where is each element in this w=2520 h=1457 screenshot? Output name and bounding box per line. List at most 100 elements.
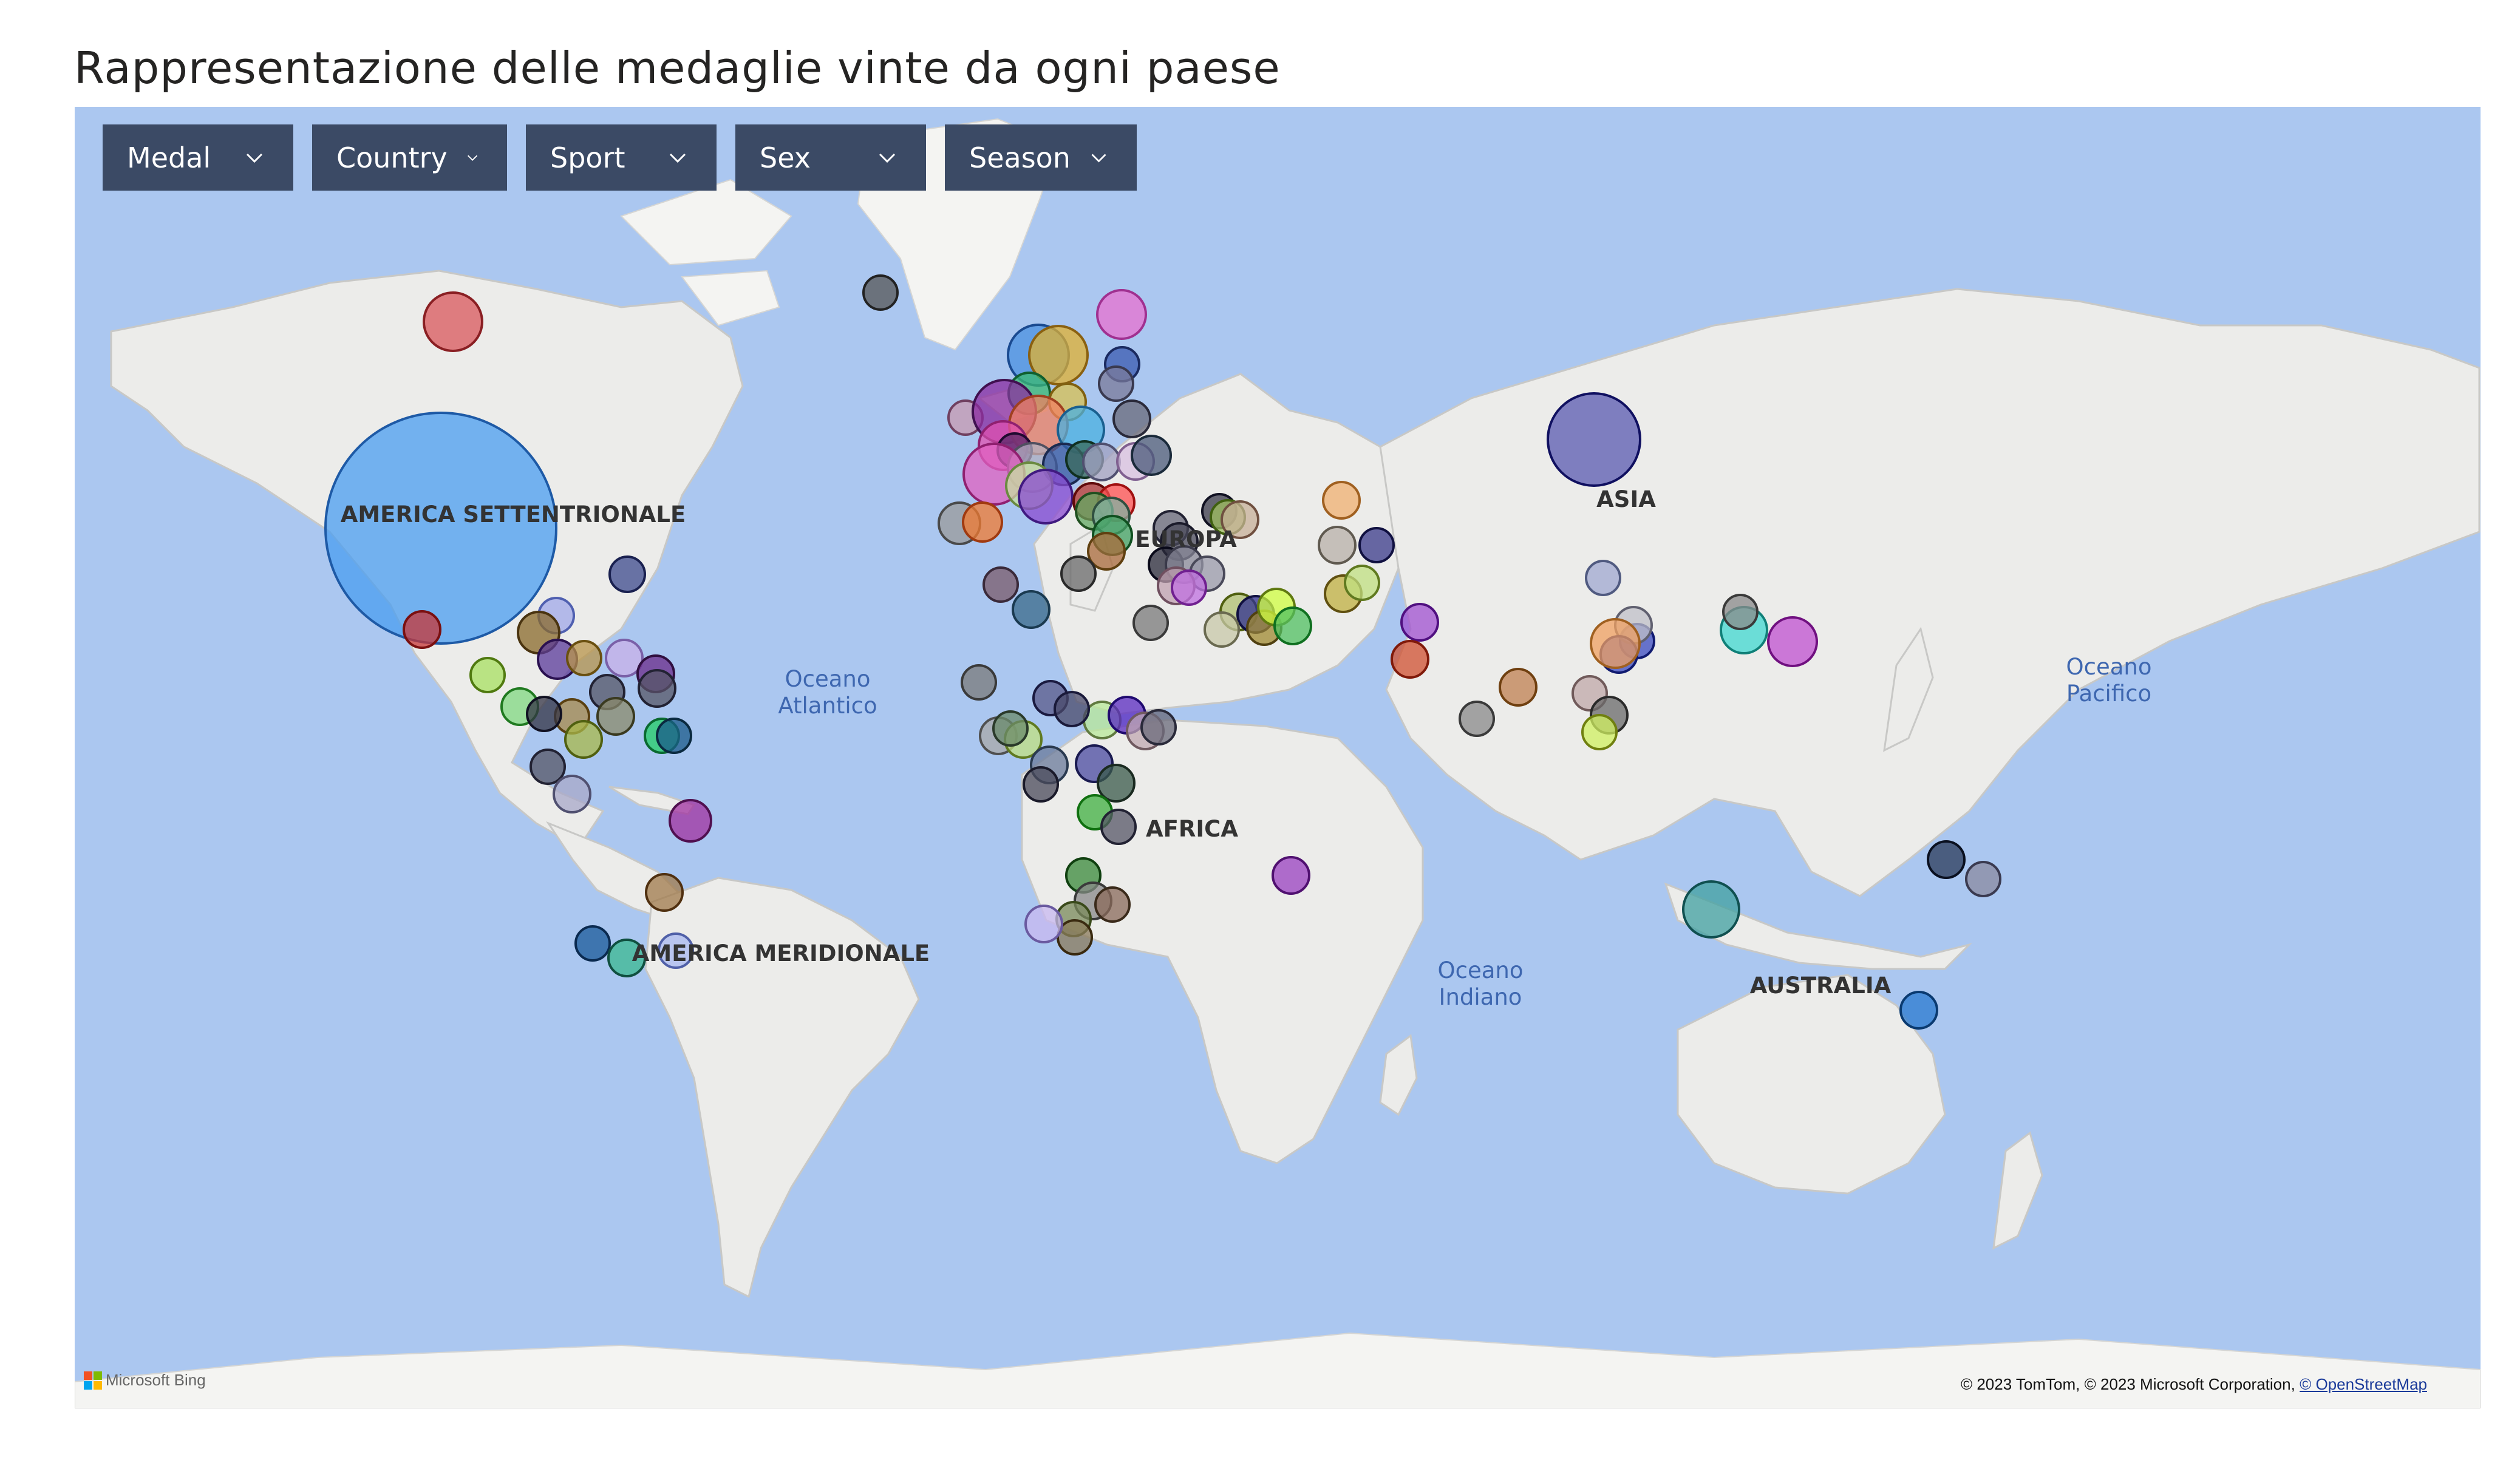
- country-medal-bubble[interactable]: [1318, 526, 1357, 565]
- country-medal-bubble[interactable]: [1391, 640, 1429, 679]
- chevron-down-icon: [1091, 154, 1106, 162]
- country-medal-bubble[interactable]: [1087, 532, 1126, 571]
- label-north-america: AMERICA SETTENTRIONALE: [340, 501, 686, 528]
- country-medal-bubble[interactable]: [1060, 555, 1097, 592]
- country-medal-bubble[interactable]: [961, 664, 997, 701]
- filter-medal-label: Medal: [127, 141, 211, 174]
- country-medal-bubble[interactable]: [1358, 527, 1395, 563]
- country-medal-bubble[interactable]: [1927, 840, 1966, 879]
- country-medal-bubble[interactable]: [862, 274, 899, 311]
- country-medal-bubble[interactable]: [403, 610, 441, 649]
- filter-country-dropdown[interactable]: Country: [312, 124, 507, 191]
- country-medal-bubble[interactable]: [1100, 809, 1137, 845]
- country-medal-bubble[interactable]: [526, 696, 562, 732]
- country-medal-bubble[interactable]: [574, 925, 611, 962]
- country-medal-bubble[interactable]: [1012, 590, 1051, 629]
- country-medal-bubble[interactable]: [553, 775, 591, 813]
- country-medal-bubble[interactable]: [564, 720, 603, 759]
- label-south-america: AMERICA MERIDIONALE: [632, 940, 930, 966]
- country-medal-bubble[interactable]: [1400, 603, 1439, 642]
- filter-sex-dropdown[interactable]: Sex: [735, 124, 926, 191]
- country-medal-bubble[interactable]: [1899, 991, 1938, 1030]
- map-copyright: © 2023 TomTom, © 2023 Microsoft Corporat…: [1961, 1375, 2427, 1394]
- country-medal-bubble[interactable]: [656, 718, 692, 754]
- country-medal-bubble[interactable]: [1023, 766, 1059, 803]
- page-title: Rappresentazione delle medaglie vinte da…: [74, 42, 1281, 93]
- country-medal-bubble[interactable]: [1322, 481, 1361, 520]
- country-medal-bubble[interactable]: [1054, 691, 1090, 727]
- country-medal-bubble[interactable]: [1028, 325, 1089, 385]
- country-medal-bubble[interactable]: [1221, 500, 1259, 539]
- label-europe: EUROPA: [1135, 526, 1237, 552]
- country-medal-bubble[interactable]: [962, 501, 1003, 543]
- country-medal-bubble[interactable]: [423, 291, 483, 352]
- country-medal-bubble[interactable]: [1965, 861, 2001, 897]
- country-medal-bubble[interactable]: [1171, 569, 1207, 606]
- microsoft-logo-icon: [84, 1371, 102, 1390]
- filter-season-dropdown[interactable]: Season: [945, 124, 1137, 191]
- country-medal-bubble[interactable]: [658, 932, 694, 969]
- label-pacific-ocean: Oceano Pacifico: [2066, 654, 2152, 707]
- filter-sport-label: Sport: [550, 141, 625, 174]
- country-medal-bubble[interactable]: [1097, 764, 1136, 803]
- country-medal-bubble[interactable]: [1024, 905, 1063, 943]
- label-asia: ASIA: [1596, 486, 1656, 512]
- filter-medal-dropdown[interactable]: Medal: [103, 124, 293, 191]
- country-medal-bubble[interactable]: [324, 412, 557, 645]
- country-medal-bubble[interactable]: [1581, 714, 1618, 750]
- south-america-land: [644, 877, 920, 1299]
- country-medal-bubble[interactable]: [669, 799, 712, 843]
- country-medal-bubble[interactable]: [1499, 668, 1538, 707]
- country-medal-bubble[interactable]: [1140, 709, 1177, 745]
- filter-bar: Medal Country Sport Sex Season: [103, 124, 1137, 191]
- country-medal-bubble[interactable]: [1459, 701, 1495, 737]
- filter-sport-dropdown[interactable]: Sport: [526, 124, 717, 191]
- country-medal-bubble[interactable]: [638, 669, 676, 708]
- chevron-down-icon: [879, 153, 896, 163]
- antarctica-land: [75, 1332, 2481, 1408]
- medal-bubbles-layer[interactable]: [324, 274, 2001, 1030]
- new-zealand-land: [1992, 1131, 2043, 1250]
- label-atlantic-ocean: Oceano Atlantico: [778, 666, 877, 719]
- madagascar-land: [1379, 1034, 1418, 1116]
- country-medal-bubble[interactable]: [596, 697, 635, 736]
- country-medal-bubble[interactable]: [1585, 560, 1621, 596]
- country-medal-bubble[interactable]: [1132, 605, 1169, 641]
- country-medal-bubble[interactable]: [1722, 594, 1759, 630]
- country-medal-bubble[interactable]: [1682, 880, 1740, 939]
- openstreetmap-link[interactable]: © OpenStreetMap: [2300, 1375, 2427, 1393]
- country-medal-bubble[interactable]: [992, 710, 1029, 747]
- country-medal-bubble[interactable]: [469, 657, 506, 693]
- country-medal-bubble[interactable]: [1018, 469, 1074, 525]
- country-medal-bubble[interactable]: [530, 749, 566, 785]
- country-medal-bubble[interactable]: [1094, 886, 1131, 923]
- filter-sex-label: Sex: [760, 141, 811, 174]
- country-medal-bubble[interactable]: [1096, 289, 1147, 340]
- label-africa: AFRICA: [1146, 816, 1238, 842]
- country-medal-bubble[interactable]: [607, 939, 646, 977]
- bing-brand-text: Microsoft Bing: [106, 1371, 206, 1389]
- country-medal-bubble[interactable]: [1272, 856, 1310, 895]
- country-medal-bubble[interactable]: [1344, 565, 1380, 601]
- chevron-down-icon: [246, 153, 263, 163]
- country-medal-bubble[interactable]: [1082, 443, 1121, 481]
- country-medal-bubble[interactable]: [1547, 392, 1641, 487]
- country-medal-bubble[interactable]: [1273, 606, 1312, 645]
- label-indian-ocean: Oceano Indiano: [1437, 957, 1524, 1010]
- country-medal-bubble[interactable]: [608, 555, 646, 593]
- country-medal-bubble[interactable]: [1767, 616, 1818, 667]
- country-medal-bubble[interactable]: [566, 640, 602, 676]
- map-canvas[interactable]: [75, 107, 2481, 1408]
- country-medal-bubble[interactable]: [982, 566, 1019, 603]
- country-medal-bubble[interactable]: [1204, 611, 1240, 648]
- country-medal-bubble[interactable]: [1098, 365, 1134, 402]
- japan-land: [1883, 627, 1934, 752]
- bing-attribution: Microsoft Bing: [84, 1371, 206, 1390]
- country-medal-bubble[interactable]: [1590, 618, 1641, 669]
- country-medal-bubble[interactable]: [605, 639, 644, 678]
- label-australia: AUSTRALIA: [1749, 973, 1892, 999]
- world-map[interactable]: AMERICA SETTENTRIONALE AMERICA MERIDIONA…: [75, 107, 2481, 1408]
- country-medal-bubble[interactable]: [1112, 399, 1151, 438]
- country-medal-bubble[interactable]: [645, 873, 684, 912]
- country-medal-bubble[interactable]: [1131, 435, 1172, 476]
